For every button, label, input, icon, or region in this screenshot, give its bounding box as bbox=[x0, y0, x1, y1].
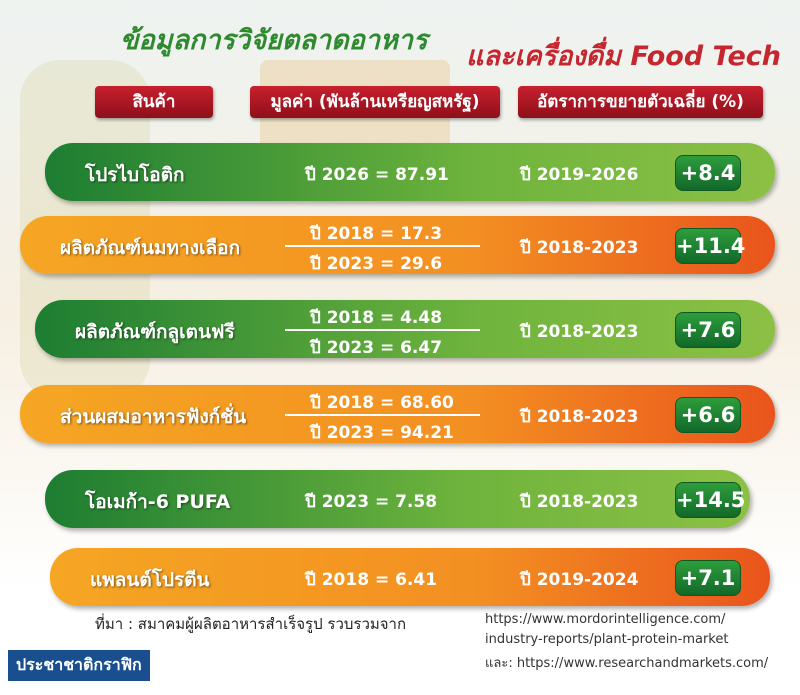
market-value: ปี 2023 = 6.47 bbox=[310, 338, 443, 358]
product-name: ส่วนผสมอาหารฟังก์ชั่น bbox=[60, 406, 247, 428]
column-header: อัตราการขยายตัวเฉลี่ย (%) bbox=[518, 86, 763, 118]
growth-period: ปี 2018-2023 bbox=[520, 407, 639, 427]
market-value: ปี 2018 = 17.3 bbox=[310, 224, 443, 244]
market-value: ปี 2018 = 4.48 bbox=[310, 308, 443, 328]
growth-period: ปี 2018-2023 bbox=[520, 492, 639, 512]
divider bbox=[285, 329, 480, 331]
source-link: industry-reports/plant-protein-market bbox=[485, 632, 729, 647]
growth-rate: +7.1 bbox=[675, 560, 741, 596]
column-header: สินค้า bbox=[95, 86, 213, 118]
growth-period: ปี 2019-2026 bbox=[520, 165, 639, 185]
column-header: มูลค่า (พันล้านเหรียญสหรัฐ) bbox=[250, 86, 500, 118]
market-value: ปี 2018 = 6.41 bbox=[305, 570, 438, 590]
growth-rate: +7.6 bbox=[675, 312, 741, 348]
growth-rate: +14.5 bbox=[675, 482, 745, 518]
source-link: https://www.mordorintelligence.com/ bbox=[485, 612, 726, 627]
credit: ประชาชาติกราฟิก bbox=[8, 650, 150, 681]
source-label: ที่มา : สมาคมผู้ผลิตอาหารสำเร็จรูป รวบรว… bbox=[95, 615, 407, 633]
source-link: และ: https://www.researchandmarkets.com/ bbox=[485, 656, 769, 671]
row-band bbox=[50, 548, 770, 606]
growth-rate: +8.4 bbox=[675, 155, 741, 191]
growth-rate: +6.6 bbox=[675, 397, 741, 433]
title-line-2: และเครื่องดื่ม Food Tech bbox=[466, 41, 782, 72]
product-name: ผลิตภัณฑ์กลูเตนฟรี bbox=[75, 321, 235, 343]
market-value: ปี 2023 = 94.21 bbox=[310, 423, 454, 443]
row-band bbox=[45, 143, 775, 201]
market-value: ปี 2018 = 68.60 bbox=[310, 393, 454, 413]
product-name: โอเมก้า-6 PUFA bbox=[85, 491, 231, 513]
divider bbox=[285, 245, 480, 247]
product-name: ผลิตภัณฑ์นมทางเลือก bbox=[60, 237, 241, 259]
market-value: ปี 2023 = 29.6 bbox=[310, 254, 443, 274]
divider bbox=[285, 414, 480, 416]
product-name: แพลนต์โปรตีน bbox=[90, 569, 210, 591]
growth-rate: +11.4 bbox=[675, 228, 745, 264]
title-line-1: ข้อมูลการวิจัยตลาดอาหาร bbox=[120, 25, 428, 56]
growth-period: ปี 2018-2023 bbox=[520, 322, 639, 342]
market-value: ปี 2023 = 7.58 bbox=[305, 492, 438, 512]
row-band bbox=[45, 470, 750, 528]
growth-period: ปี 2018-2023 bbox=[520, 238, 639, 258]
market-value: ปี 2026 = 87.91 bbox=[305, 165, 449, 185]
growth-period: ปี 2019-2024 bbox=[520, 570, 639, 590]
product-name: โปรไบโอติก bbox=[85, 164, 185, 186]
